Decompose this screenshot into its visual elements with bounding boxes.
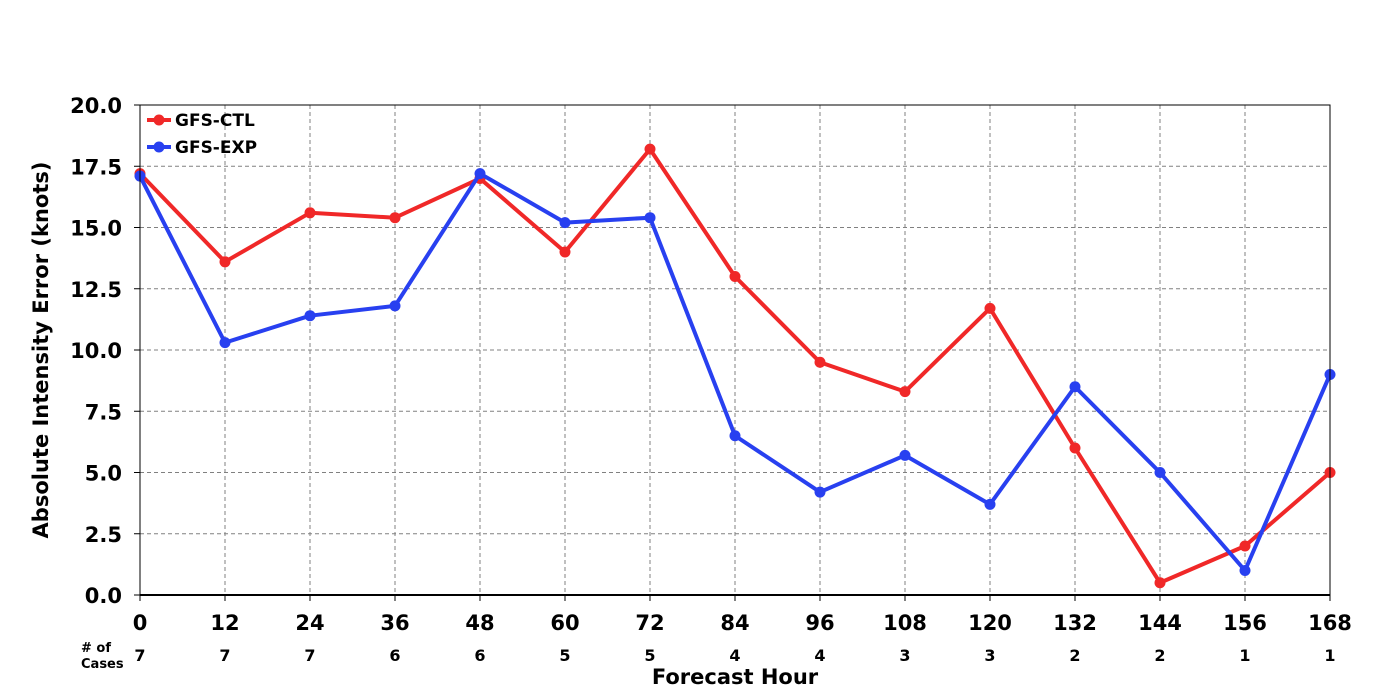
- x-tick-label: 24: [295, 611, 324, 635]
- legend-item: GFS-CTL: [147, 111, 255, 131]
- y-tick-label: 5.0: [85, 462, 122, 486]
- data-point: [984, 302, 996, 314]
- legend-swatch-marker: [153, 114, 165, 126]
- legend: GFS-CTL GFS-EXP: [147, 111, 257, 158]
- series-gfs-exp: [134, 168, 1336, 576]
- cases-label-line2: Cases: [81, 657, 124, 672]
- x-axis-title: Forecast Hour: [652, 665, 819, 689]
- data-point: [389, 212, 401, 224]
- y-tick-label: 2.5: [85, 523, 122, 547]
- case-count: 4: [729, 646, 740, 665]
- y-tick-label: 20.0: [70, 94, 122, 118]
- data-point: [814, 356, 826, 368]
- legend-label: GFS-CTL: [175, 111, 255, 131]
- data-point: [729, 430, 741, 442]
- data-point: [304, 207, 316, 219]
- case-count: 7: [219, 646, 230, 665]
- case-count: 4: [814, 646, 825, 665]
- case-count: 6: [389, 646, 400, 665]
- x-tick-labels: 0 12 24 36 48 60 72 84 96 108 120 132 144 156 168: [133, 595, 1352, 635]
- data-point: [729, 271, 741, 282]
- x-tick-label: 12: [210, 611, 239, 635]
- data-point: [899, 449, 911, 461]
- data-point: [1069, 381, 1081, 393]
- data-point: [644, 212, 656, 224]
- case-count: 2: [1069, 646, 1080, 665]
- data-point: [899, 386, 911, 398]
- data-point: [1069, 442, 1081, 454]
- case-count: 5: [644, 646, 655, 665]
- data-point: [1239, 540, 1251, 552]
- data-point: [814, 486, 826, 498]
- y-tick-label: 10.0: [70, 339, 122, 363]
- data-point: [474, 168, 486, 180]
- y-tick-label: 15.0: [70, 217, 122, 241]
- y-tick-label: 0.0: [85, 584, 122, 608]
- case-count: 3: [899, 646, 910, 665]
- grid-lines: [140, 105, 1330, 595]
- data-point: [304, 310, 316, 322]
- x-tick-label: 132: [1053, 611, 1097, 635]
- case-count: 1: [1239, 646, 1250, 665]
- data-point: [1239, 565, 1251, 576]
- x-tick-label: 168: [1308, 611, 1352, 635]
- data-point: [389, 300, 401, 312]
- x-tick-label: 96: [805, 611, 834, 635]
- case-count: 7: [134, 646, 145, 665]
- x-tick-label: 108: [883, 611, 927, 635]
- x-tick-label: 60: [550, 611, 579, 635]
- data-point: [1154, 577, 1166, 589]
- case-count: 3: [984, 646, 995, 665]
- y-axis-title: Absolute Intensity Error (knots): [29, 162, 53, 539]
- data-point: [984, 498, 996, 510]
- cases-row: 7 7 7 6 6 5 5 4 4 3 3 2 2 1 1: [134, 646, 1335, 665]
- x-tick-label: 36: [380, 611, 409, 635]
- case-count: 1: [1324, 646, 1335, 665]
- data-point: [559, 246, 571, 258]
- x-tick-label: 156: [1223, 611, 1267, 635]
- x-tick-label: 84: [720, 611, 749, 635]
- y-tick-labels: 0.0 2.5 5.0 7.5 10.0 12.5 15.0 17.5 20.0: [70, 94, 140, 608]
- y-tick-label: 12.5: [70, 278, 122, 302]
- case-count: 2: [1154, 646, 1165, 665]
- data-point: [1154, 467, 1166, 478]
- data-point: [219, 256, 231, 268]
- y-tick-label: 17.5: [70, 155, 122, 179]
- case-count: 6: [474, 646, 485, 665]
- data-point: [559, 217, 571, 229]
- data-point: [219, 337, 231, 349]
- legend-swatch-marker: [153, 141, 165, 153]
- x-tick-label: 120: [968, 611, 1012, 635]
- legend-item: GFS-EXP: [147, 138, 257, 158]
- case-count: 5: [559, 646, 570, 665]
- x-tick-label: 48: [465, 611, 494, 635]
- legend-label: GFS-EXP: [175, 138, 257, 158]
- x-tick-label: 0: [133, 611, 148, 635]
- data-point: [644, 143, 656, 155]
- x-tick-label: 144: [1138, 611, 1182, 635]
- case-count: 7: [304, 646, 315, 665]
- cases-label-line1: # of: [81, 641, 111, 656]
- x-tick-label: 72: [635, 611, 664, 635]
- y-tick-label: 7.5: [85, 400, 122, 424]
